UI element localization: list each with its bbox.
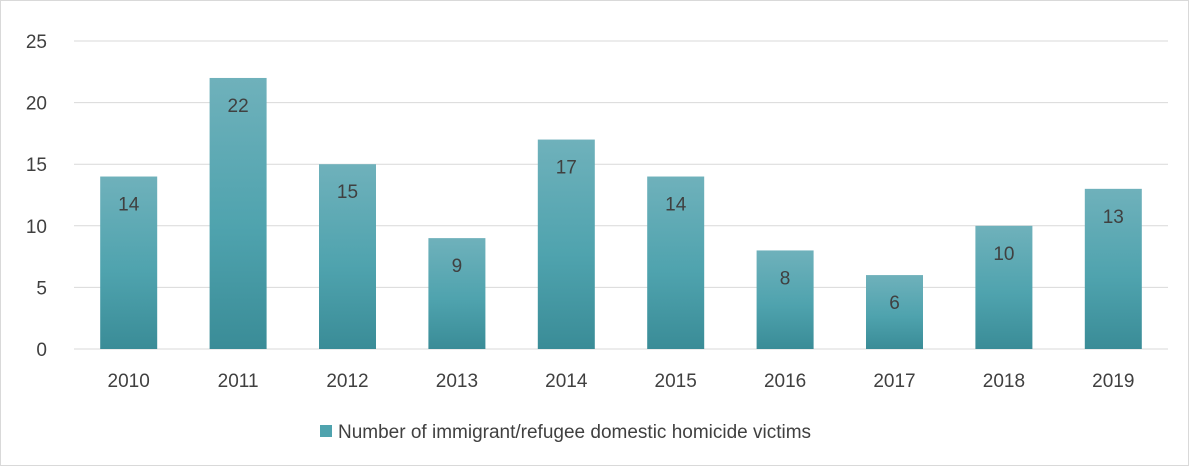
bar-2011 bbox=[209, 77, 267, 350]
y-tick-label: 25 bbox=[26, 32, 47, 53]
x-tick-label-2013: 2013 bbox=[436, 371, 478, 392]
x-tick-label-2011: 2011 bbox=[218, 371, 259, 392]
bars bbox=[100, 77, 1142, 350]
y-tick-label: 20 bbox=[26, 94, 47, 115]
data-label-2010: 14 bbox=[118, 195, 140, 216]
y-tick-label: 0 bbox=[36, 340, 47, 361]
bar-2019 bbox=[1084, 188, 1142, 349]
x-tick-label-2017: 2017 bbox=[873, 371, 915, 392]
bar-2016 bbox=[756, 250, 814, 349]
data-labels: 14 22 15 9 17 14 8 6 10 13 bbox=[118, 96, 1124, 314]
bar-2015 bbox=[647, 176, 705, 349]
legend-swatch bbox=[320, 425, 332, 437]
x-tick-label-2014: 2014 bbox=[545, 371, 588, 392]
data-label-2017: 6 bbox=[889, 293, 900, 314]
data-label-2012: 15 bbox=[337, 182, 358, 203]
x-tick-label-2015: 2015 bbox=[655, 371, 697, 392]
bar-2010 bbox=[100, 176, 158, 349]
x-axis-ticks: 2010 2011 2012 2013 2014 2015 2016 2017 2018 2019 bbox=[108, 371, 1135, 392]
data-label-2013: 9 bbox=[452, 256, 463, 277]
y-tick-label: 5 bbox=[36, 278, 47, 299]
legend: Number of immigrant/refugee domestic hom… bbox=[320, 422, 811, 443]
y-tick-label: 10 bbox=[26, 217, 47, 238]
bar-2014 bbox=[537, 139, 595, 349]
y-axis-ticks: 0 5 10 15 20 25 bbox=[26, 32, 47, 361]
data-label-2015: 14 bbox=[665, 195, 687, 216]
x-tick-label-2012: 2012 bbox=[326, 371, 368, 392]
data-label-2019: 13 bbox=[1103, 207, 1124, 228]
bar-2013 bbox=[428, 238, 486, 349]
x-tick-label-2018: 2018 bbox=[983, 371, 1025, 392]
data-label-2014: 17 bbox=[556, 158, 577, 179]
data-label-2016: 8 bbox=[780, 268, 791, 289]
bar-2017 bbox=[866, 275, 923, 349]
data-label-2018: 10 bbox=[993, 244, 1014, 265]
y-tick-label: 15 bbox=[26, 155, 47, 176]
data-label-2011: 22 bbox=[228, 96, 249, 117]
bar-2018 bbox=[975, 225, 1033, 349]
x-tick-label-2016: 2016 bbox=[764, 371, 806, 392]
x-tick-label-2010: 2010 bbox=[108, 371, 150, 392]
x-tick-label-2019: 2019 bbox=[1092, 371, 1134, 392]
legend-label: Number of immigrant/refugee domestic hom… bbox=[338, 422, 811, 443]
bar-2012 bbox=[319, 164, 376, 349]
